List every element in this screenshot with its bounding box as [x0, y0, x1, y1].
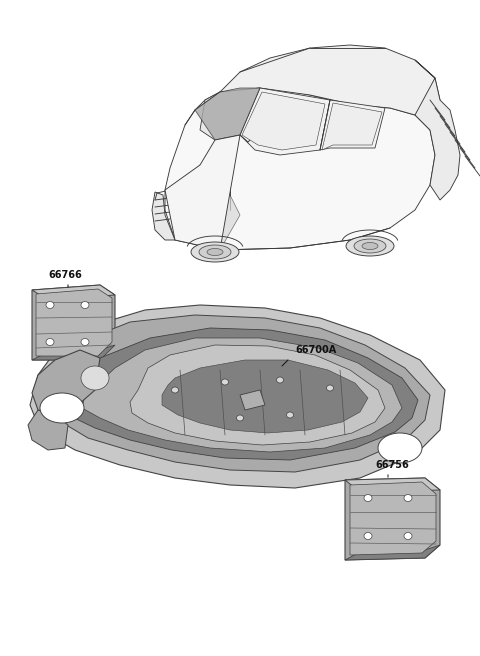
Polygon shape [345, 478, 440, 560]
Polygon shape [415, 60, 460, 200]
Polygon shape [32, 350, 100, 415]
Ellipse shape [81, 366, 109, 390]
Ellipse shape [404, 533, 412, 539]
Ellipse shape [362, 243, 378, 249]
Ellipse shape [207, 249, 223, 255]
Ellipse shape [81, 338, 89, 346]
Polygon shape [220, 45, 440, 115]
Polygon shape [162, 360, 368, 433]
Ellipse shape [364, 533, 372, 539]
Polygon shape [32, 345, 115, 360]
Polygon shape [345, 478, 440, 492]
Polygon shape [175, 185, 240, 250]
Ellipse shape [364, 495, 372, 501]
Text: 66700A: 66700A [295, 345, 336, 355]
Polygon shape [200, 88, 260, 140]
Ellipse shape [81, 302, 89, 308]
Polygon shape [320, 100, 385, 150]
Polygon shape [165, 88, 435, 250]
Polygon shape [82, 338, 402, 452]
Polygon shape [165, 135, 240, 250]
Ellipse shape [221, 379, 228, 385]
Ellipse shape [404, 495, 412, 501]
Ellipse shape [346, 236, 394, 256]
Ellipse shape [46, 302, 54, 308]
Polygon shape [28, 410, 68, 450]
Ellipse shape [40, 393, 84, 423]
Ellipse shape [287, 412, 293, 418]
Polygon shape [55, 328, 418, 460]
Polygon shape [350, 482, 436, 555]
Ellipse shape [354, 239, 386, 253]
Polygon shape [32, 285, 115, 360]
Ellipse shape [378, 433, 422, 463]
Text: 66756: 66756 [375, 460, 409, 470]
Polygon shape [42, 315, 430, 472]
Polygon shape [36, 289, 112, 356]
Polygon shape [130, 345, 385, 445]
Ellipse shape [46, 338, 54, 346]
Polygon shape [32, 285, 115, 300]
Polygon shape [240, 390, 265, 410]
Polygon shape [240, 88, 330, 155]
Polygon shape [195, 88, 260, 140]
Polygon shape [30, 305, 445, 488]
Text: 66766: 66766 [48, 270, 82, 280]
Ellipse shape [276, 377, 284, 383]
Ellipse shape [237, 415, 243, 421]
Ellipse shape [191, 242, 239, 262]
Ellipse shape [199, 245, 231, 259]
Polygon shape [345, 545, 440, 560]
Polygon shape [322, 103, 382, 150]
Polygon shape [242, 92, 325, 150]
Ellipse shape [326, 385, 334, 391]
Ellipse shape [171, 387, 179, 393]
Polygon shape [152, 192, 175, 240]
